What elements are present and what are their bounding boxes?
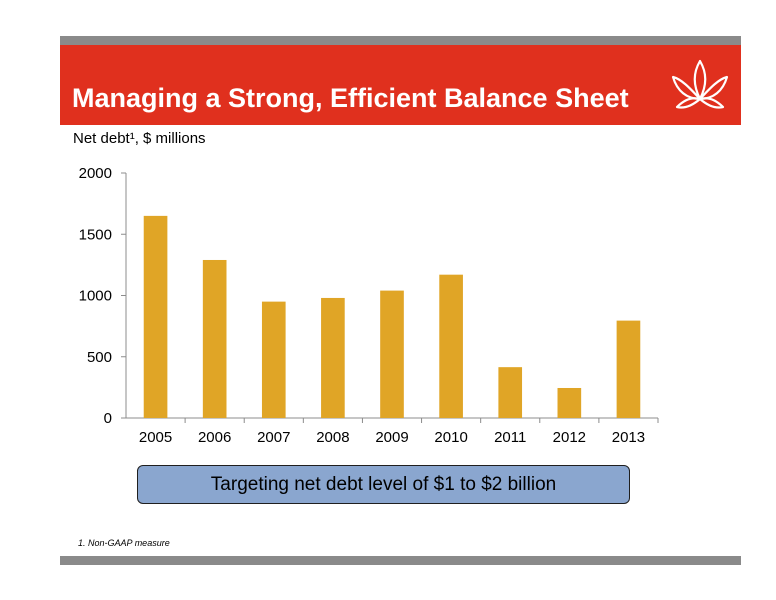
bar-2010 [439,274,463,418]
bar-2013 [616,320,641,418]
lotus-logo-icon [671,59,729,109]
x-tick-label: 2010 [434,429,467,446]
bar-2006 [202,259,227,418]
page-title: Managing a Strong, Efficient Balance She… [72,83,629,113]
y-tick-label: 500 [87,349,112,366]
bar-2008 [321,297,345,418]
x-tick-label: 2011 [494,429,526,446]
bar-2005 [143,215,168,418]
bottom-divider-bar [60,556,741,565]
bar-2007 [261,301,286,418]
y-tick-label: 1000 [79,288,112,305]
bar-2012 [557,387,582,418]
bar-2011 [498,367,523,418]
x-tick-label: 2006 [198,429,231,446]
y-tick-label: 0 [104,410,112,427]
footnote: 1. Non-GAAP measure [78,538,170,548]
x-tick-label: 2009 [375,429,408,446]
target-callout: Targeting net debt level of $1 to $2 bil… [137,465,630,504]
x-tick-label: 2012 [553,429,586,446]
top-divider-bar [60,36,741,45]
x-tick-label: 2013 [612,429,645,446]
net-debt-bar-chart: 0 500 1000 1500 2000 2005 2006 2007 2008 2009 2010… [79,165,659,446]
y-tick-label: 2000 [79,165,112,182]
x-tick-label: 2007 [257,429,290,446]
y-tick-label: 1500 [79,226,112,243]
x-tick-label: 2005 [139,429,172,446]
bar-2009 [380,290,404,418]
title-banner: Managing a Strong, Efficient Balance She… [60,45,741,125]
chart-subtitle: Net debt¹, $ millions [73,130,206,147]
x-tick-label: 2008 [316,429,349,446]
